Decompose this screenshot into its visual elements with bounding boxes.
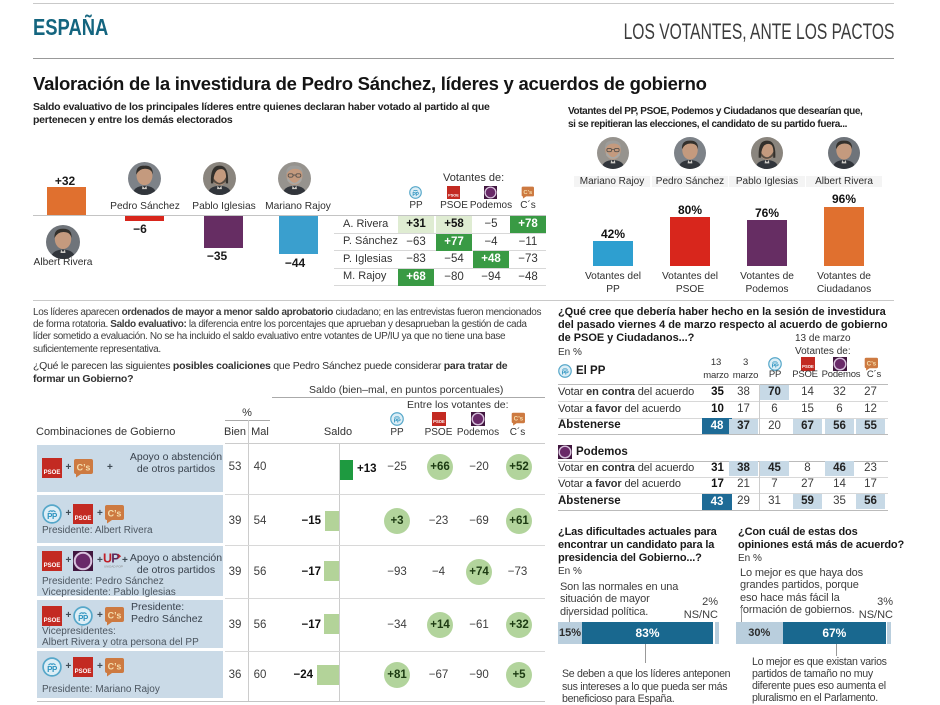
svg-text:PSOE: PSOE [448,192,459,197]
svg-text:C’s: C’s [523,190,532,196]
svg-text:C’s: C’s [108,611,122,621]
svg-text:C’s: C’s [76,463,90,473]
svg-text:PP: PP [562,371,569,377]
svg-text:PSOE: PSOE [43,470,60,476]
svg-text:PSOE: PSOE [75,669,92,675]
svg-text:PP: PP [78,614,89,623]
svg-text:PSOE: PSOE [43,563,60,569]
svg-text:PSOE: PSOE [802,364,814,369]
svg-text:C’s: C’s [867,361,877,368]
svg-text:C’s: C’s [513,416,523,423]
svg-text:PP: PP [412,192,419,198]
svg-text:PP: PP [47,665,58,674]
svg-text:UNIDAD POPULAR: UNIDAD POPULAR [104,565,123,569]
svg-text:PP: PP [772,364,779,370]
svg-text:U: U [103,552,112,566]
svg-text:PP: PP [394,419,401,425]
svg-text:P: P [111,552,119,566]
svg-text:PSOE: PSOE [433,419,445,424]
svg-text:PP: PP [47,512,58,521]
svg-text:C’s: C’s [108,662,122,672]
svg-text:C’s: C’s [108,509,122,519]
svg-text:PSOE: PSOE [75,516,92,522]
svg-text:PSOE: PSOE [43,618,60,624]
